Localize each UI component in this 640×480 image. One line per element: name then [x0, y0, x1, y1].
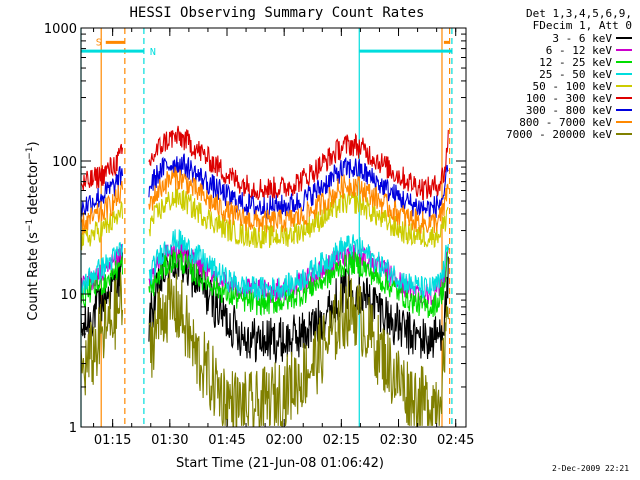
- x-tick-label-3: 02:00: [265, 433, 302, 448]
- legend-swatch: [616, 109, 632, 111]
- series-line-6: [80, 153, 449, 220]
- y-tick-label-0: 1: [69, 421, 77, 436]
- y-tick-label-2: 100: [52, 155, 77, 170]
- flag-label-0: S: [96, 37, 102, 48]
- legend-entry-8: 7000 - 20000 keV: [470, 127, 632, 141]
- chart-title: HESSI Observing Summary Count Rates: [129, 5, 424, 21]
- series-line-4: [80, 187, 449, 251]
- legend-entry-6: 300 - 800 keV: [470, 103, 632, 117]
- series-line-8: [80, 270, 449, 427]
- x-tick-label-0: 01:15: [94, 433, 131, 448]
- legend-label: 100 - 300 keV: [525, 91, 612, 105]
- legend-label: 800 - 7000 keV: [519, 115, 612, 129]
- x-tick-label-6: 02:45: [437, 433, 474, 448]
- x-tick-label-4: 02:15: [323, 433, 360, 448]
- legend-label: 7000 - 20000 keV: [506, 127, 612, 141]
- flag-label-2: N: [150, 47, 156, 58]
- legend-entry-4: 50 - 100 keV: [470, 79, 632, 93]
- legend-swatch: [616, 85, 632, 87]
- x-tick-label-5: 02:30: [380, 433, 417, 448]
- legend-entries: 3 - 6 keV 6 - 12 keV 12 - 25 keV 25 - 50 ke…: [470, 31, 632, 141]
- legend-entry-5: 100 - 300 keV: [470, 91, 632, 105]
- y-tick-label-3: 1000: [44, 22, 77, 37]
- legend-swatch: [616, 61, 632, 63]
- legend: Det 1,3,4,5,6,9, FDecim 1, Att 0 3 - 6 k…: [470, 7, 632, 141]
- series-line-7: [80, 166, 449, 235]
- x-tick-label-2: 01:45: [208, 433, 245, 448]
- legend-swatch: [616, 97, 632, 99]
- legend-swatch: [616, 49, 632, 51]
- legend-label: 3 - 6 keV: [552, 31, 612, 45]
- legend-swatch: [616, 73, 632, 75]
- legend-label: 25 - 50 keV: [539, 67, 612, 81]
- plot-frame: [80, 27, 467, 428]
- series-lines: [80, 125, 449, 427]
- legend-label: 300 - 800 keV: [525, 103, 612, 117]
- legend-entry-1: 6 - 12 keV: [470, 43, 632, 57]
- legend-swatch: [616, 121, 632, 123]
- series-line-3: [80, 229, 449, 301]
- legend-entry-3: 25 - 50 keV: [470, 67, 632, 81]
- legend-entry-0: 3 - 6 keV: [470, 31, 632, 45]
- series-line-5: [80, 125, 449, 201]
- legend-swatch: [616, 133, 632, 135]
- date-stamp: 2-Dec-2009 22:21: [552, 464, 630, 473]
- x-tick-label-1: 01:30: [151, 433, 188, 448]
- legend-header-line-1: Det 1,3,4,5,6,9,: [526, 7, 632, 20]
- legend-label: 6 - 12 keV: [545, 43, 612, 57]
- legend-label: 50 - 100 keV: [532, 79, 612, 93]
- y-tick-label-1: 10: [60, 288, 77, 303]
- legend-entry-2: 12 - 25 keV: [470, 55, 632, 69]
- legend-header-line-2: FDecim 1, Att 0: [532, 19, 632, 32]
- axes: 1 10 100 1000 01:15 01:30 01:45 02:00 02:15 02:30…: [44, 22, 475, 448]
- series-line-2: [80, 246, 449, 318]
- flag-bars: SN: [81, 37, 452, 58]
- legend-swatch: [616, 37, 632, 39]
- x-axis-label: Start Time (21-Jun-08 01:06:42): [176, 456, 384, 471]
- y-axis-label: Count Rate (s−1 detector−1): [25, 141, 41, 320]
- legend-label: 12 - 25 keV: [539, 55, 612, 69]
- legend-entry-7: 800 - 7000 keV: [470, 115, 632, 129]
